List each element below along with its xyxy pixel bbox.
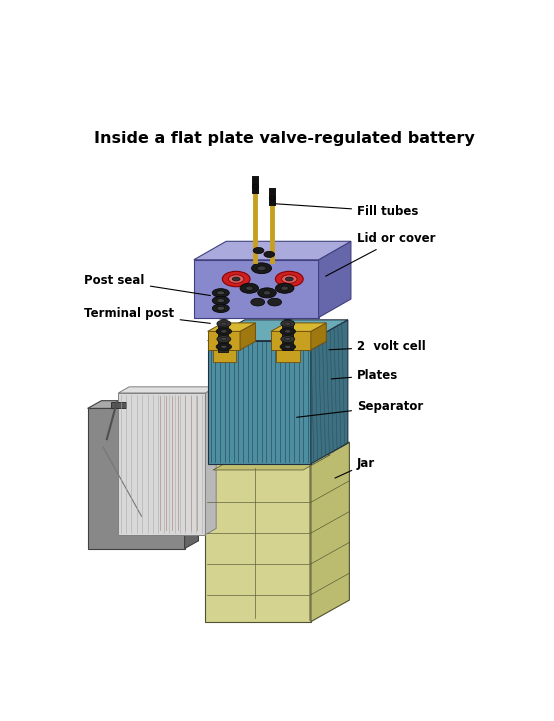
Polygon shape (194, 242, 351, 260)
Ellipse shape (281, 286, 289, 291)
Polygon shape (157, 394, 203, 531)
Polygon shape (271, 323, 326, 332)
Polygon shape (88, 408, 184, 549)
Ellipse shape (212, 288, 229, 297)
Ellipse shape (221, 329, 227, 333)
Ellipse shape (232, 277, 240, 281)
Ellipse shape (240, 283, 259, 293)
Ellipse shape (212, 304, 229, 312)
Ellipse shape (217, 305, 231, 311)
Text: Lid or cover: Lid or cover (326, 232, 435, 276)
Ellipse shape (212, 296, 229, 305)
Ellipse shape (253, 247, 264, 254)
Polygon shape (206, 387, 216, 535)
Polygon shape (276, 350, 300, 362)
Ellipse shape (258, 288, 276, 298)
Ellipse shape (263, 291, 271, 295)
Polygon shape (271, 332, 311, 350)
Ellipse shape (281, 335, 295, 342)
Ellipse shape (217, 291, 224, 295)
Ellipse shape (285, 337, 291, 340)
Ellipse shape (217, 298, 224, 303)
Polygon shape (206, 442, 350, 464)
Ellipse shape (217, 335, 231, 342)
Polygon shape (240, 323, 255, 350)
Ellipse shape (281, 275, 297, 283)
Polygon shape (206, 464, 311, 622)
Polygon shape (311, 323, 326, 350)
Ellipse shape (253, 185, 259, 189)
Ellipse shape (281, 320, 295, 327)
Ellipse shape (280, 312, 295, 319)
Polygon shape (88, 401, 198, 408)
Ellipse shape (257, 266, 266, 270)
Ellipse shape (264, 252, 275, 257)
Ellipse shape (285, 345, 291, 348)
Ellipse shape (269, 196, 275, 200)
Ellipse shape (228, 275, 244, 283)
Polygon shape (184, 401, 198, 549)
Ellipse shape (252, 263, 271, 274)
Text: Separator: Separator (297, 399, 423, 417)
Ellipse shape (245, 286, 253, 291)
Text: Inside a flat plate valve-regulated battery: Inside a flat plate valve-regulated batt… (94, 131, 474, 146)
Ellipse shape (285, 329, 291, 333)
Polygon shape (311, 320, 348, 464)
Ellipse shape (285, 322, 291, 325)
Ellipse shape (251, 298, 265, 306)
Ellipse shape (221, 322, 227, 325)
Polygon shape (208, 323, 255, 332)
Text: Terminal post: Terminal post (85, 307, 211, 323)
Polygon shape (213, 350, 236, 362)
Ellipse shape (268, 298, 281, 306)
Polygon shape (213, 455, 330, 470)
Ellipse shape (281, 305, 295, 311)
Ellipse shape (275, 283, 294, 293)
Text: Jar: Jar (335, 457, 375, 478)
Ellipse shape (221, 337, 227, 340)
Text: 2  volt cell: 2 volt cell (329, 340, 426, 353)
Ellipse shape (221, 314, 227, 317)
Ellipse shape (216, 343, 232, 350)
Polygon shape (119, 387, 216, 393)
Polygon shape (208, 332, 240, 350)
Polygon shape (218, 325, 228, 352)
Polygon shape (119, 393, 206, 535)
Ellipse shape (216, 328, 232, 335)
Ellipse shape (221, 345, 227, 348)
Text: Plates: Plates (331, 368, 398, 382)
Ellipse shape (280, 328, 295, 335)
Ellipse shape (280, 343, 295, 350)
Polygon shape (208, 340, 311, 464)
Polygon shape (111, 402, 126, 408)
Polygon shape (283, 322, 293, 350)
Ellipse shape (217, 306, 224, 310)
Ellipse shape (285, 277, 293, 281)
Ellipse shape (275, 271, 303, 287)
Ellipse shape (221, 306, 227, 310)
Ellipse shape (285, 314, 291, 317)
Text: Fill tubes: Fill tubes (275, 204, 418, 218)
Text: Post seal: Post seal (85, 274, 211, 296)
Polygon shape (208, 320, 348, 340)
Ellipse shape (222, 271, 250, 287)
Polygon shape (311, 442, 350, 622)
Ellipse shape (285, 306, 291, 310)
Ellipse shape (216, 312, 232, 319)
Polygon shape (319, 242, 351, 317)
Ellipse shape (217, 320, 231, 327)
Polygon shape (194, 260, 319, 317)
